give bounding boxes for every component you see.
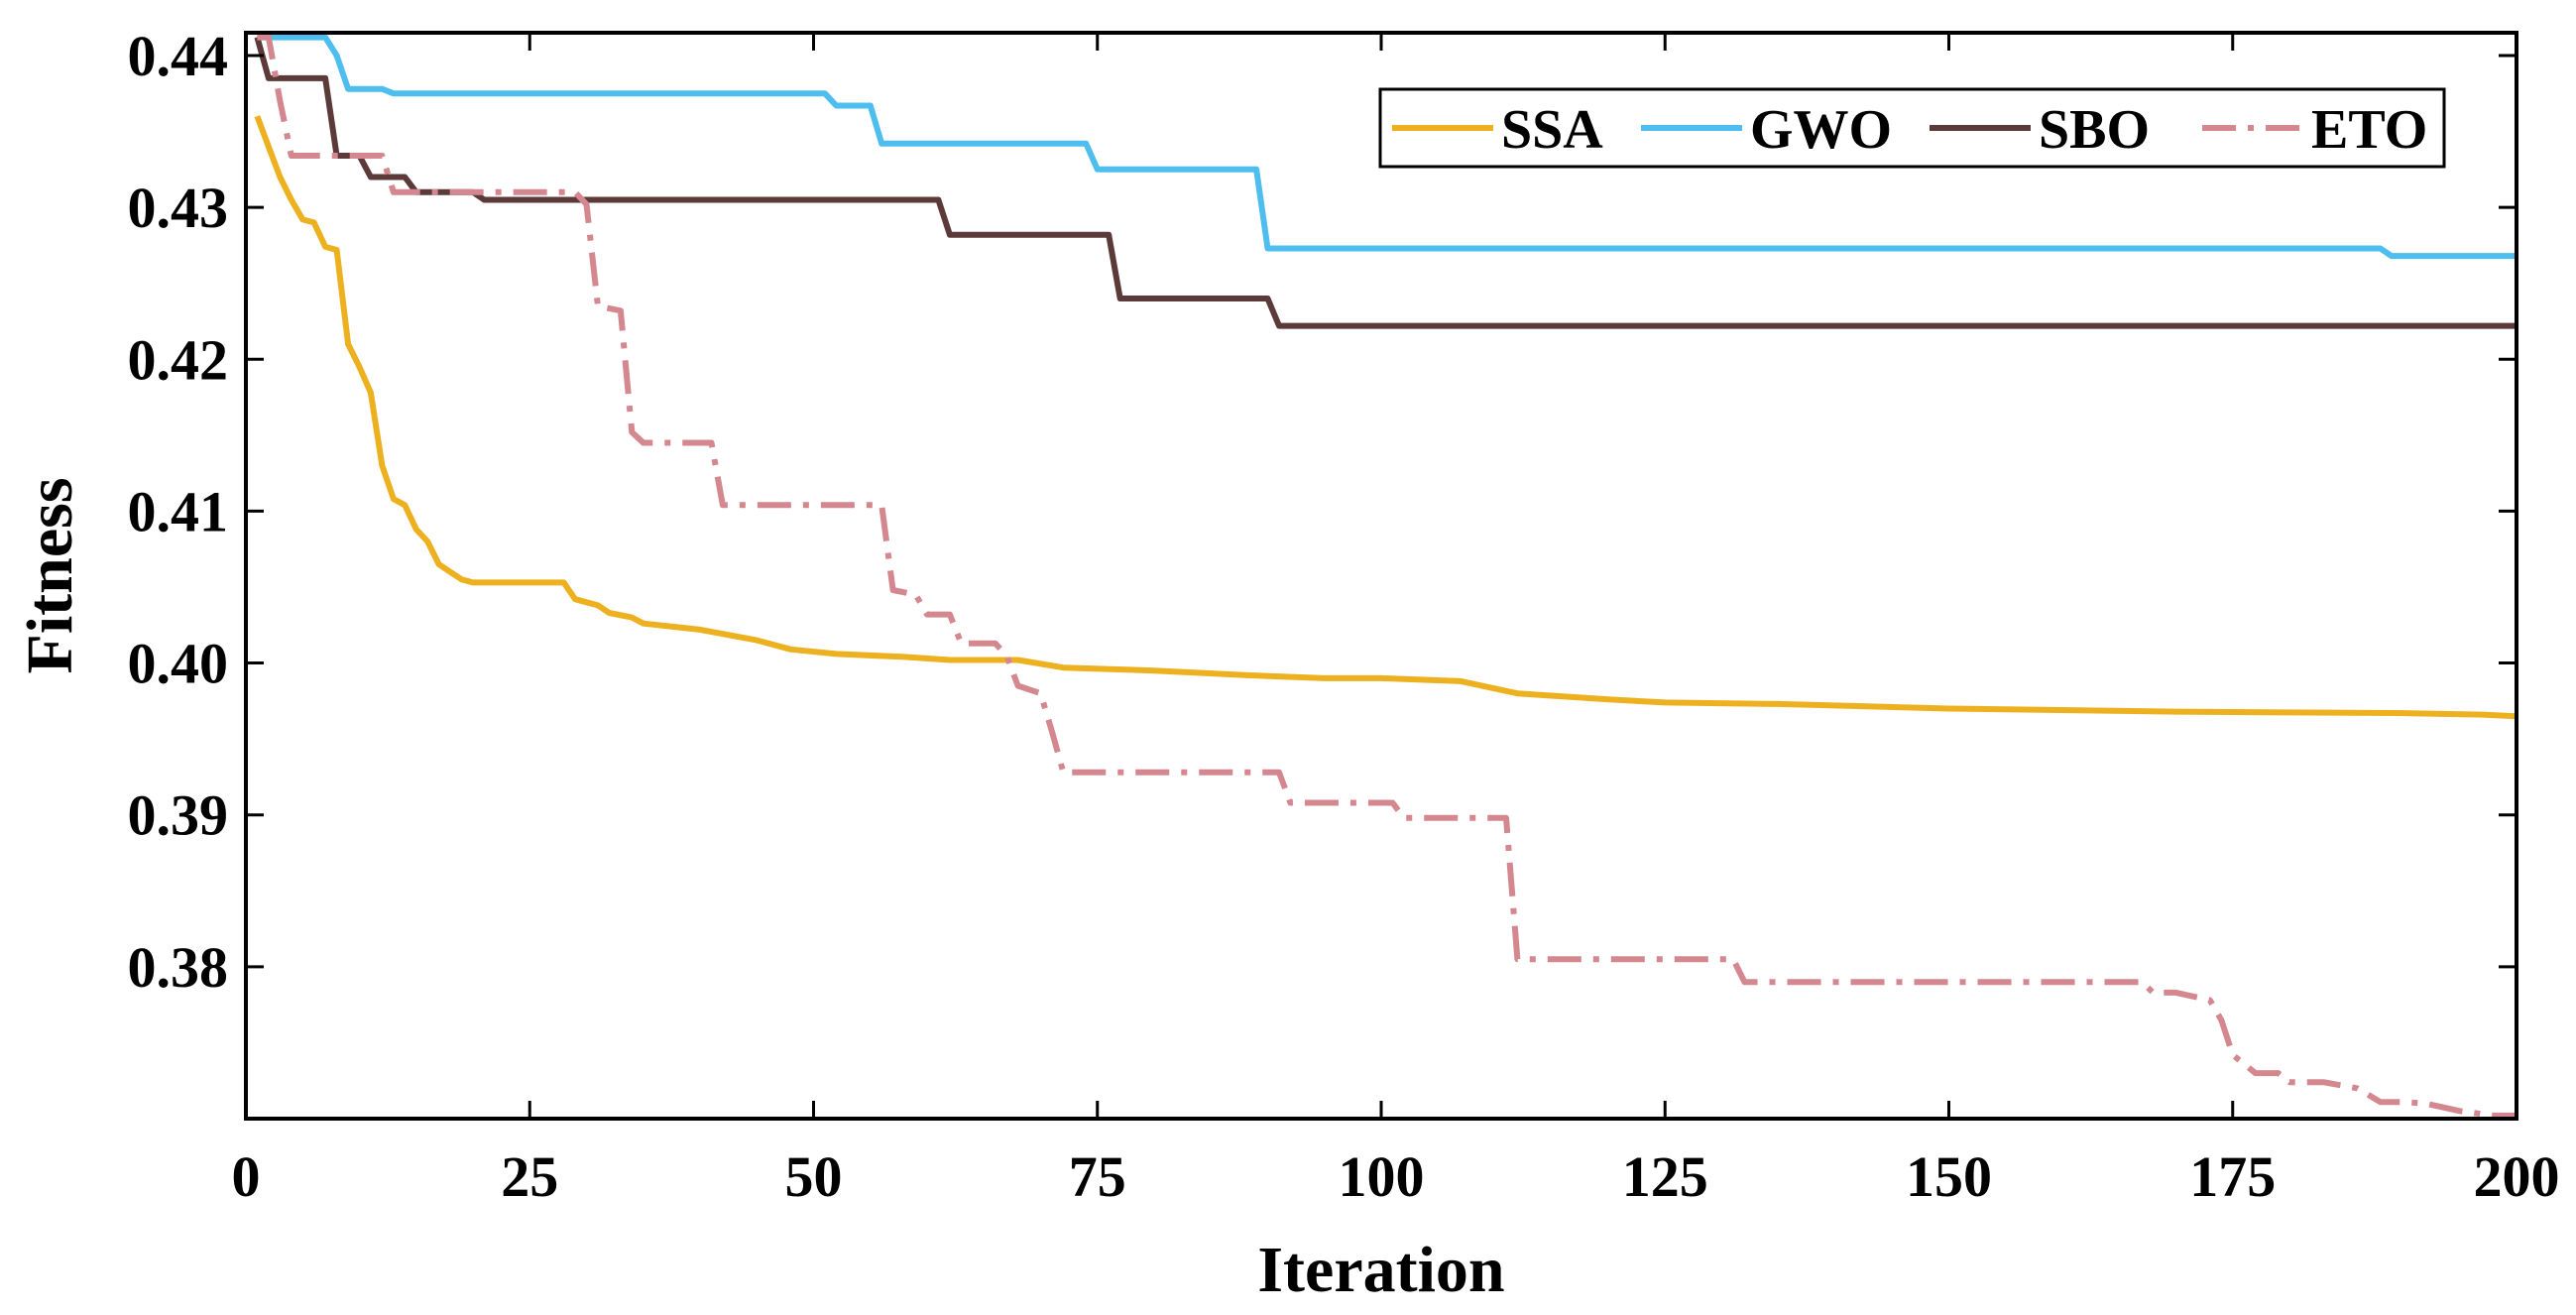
- x-tick-label: 150: [1906, 1144, 1992, 1209]
- x-tick-label: 75: [1069, 1144, 1126, 1209]
- x-tick-label: 50: [785, 1144, 843, 1209]
- tick-labels-layer: 0 25 50 75 100 125 150 175 200 0.38 0.39 0.40 0.41 0.…: [128, 24, 2560, 1209]
- legend-label-ssa: SSA: [1501, 99, 1603, 161]
- legend-label-eto: ETO: [2311, 99, 2427, 161]
- y-tick-label: 0.39: [128, 783, 229, 848]
- y-tick-label: 0.43: [128, 176, 229, 240]
- legend-label-sbo: SBO: [2039, 99, 2150, 161]
- y-axis-title: Fitness: [14, 478, 86, 674]
- series-line-gwo: [257, 34, 2517, 260]
- y-tick-label: 0.40: [128, 632, 229, 696]
- x-tick-label: 0: [232, 1144, 261, 1209]
- y-tick-label: 0.41: [128, 479, 229, 543]
- plot-frame: [244, 31, 2518, 1121]
- y-tick-label: 0.44: [128, 24, 229, 88]
- series-layer: [254, 34, 2517, 1119]
- x-tick-label: 100: [1339, 1144, 1425, 1209]
- legend-label-gwo: GWO: [1750, 99, 1892, 161]
- x-axis-title: Iteration: [1257, 1234, 1504, 1306]
- legend: SSA GWO SBO ETO: [1378, 87, 2446, 169]
- x-tick-label: 25: [501, 1144, 558, 1209]
- x-tick-label: 125: [1622, 1144, 1708, 1209]
- y-tick-label: 0.42: [128, 327, 229, 392]
- series-line-ssa: [254, 115, 2517, 720]
- y-tick-label: 0.38: [128, 935, 229, 1000]
- x-tick-label: 200: [2474, 1144, 2560, 1209]
- x-tick-label: 175: [2189, 1144, 2276, 1209]
